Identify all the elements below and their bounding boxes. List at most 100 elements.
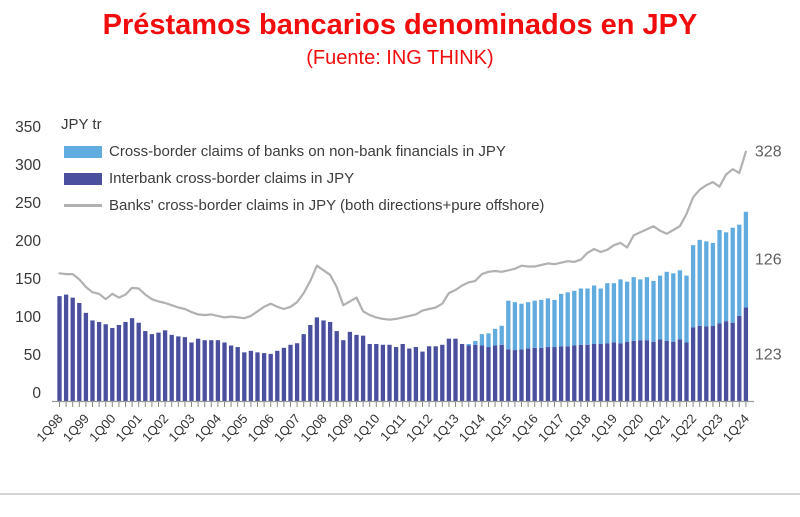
- bar-segment-interbank: [499, 344, 504, 401]
- bar-segment-nonbank: [677, 270, 683, 340]
- bar-segment-interbank: [664, 340, 669, 401]
- x-tick-label: 1Q03: [165, 411, 197, 445]
- bar-segment-interbank: [294, 343, 300, 401]
- bar-segment-nonbank: [651, 280, 656, 342]
- bar-segment-interbank: [512, 350, 518, 401]
- bar-segment-nonbank: [479, 334, 485, 346]
- bar-segment-nonbank: [644, 277, 650, 341]
- bar-segment-interbank: [215, 340, 221, 401]
- bar-segment-interbank: [374, 344, 379, 401]
- bar-segment-interbank: [545, 347, 551, 401]
- bar-segment-interbank: [110, 328, 115, 401]
- x-tick-label: 1Q08: [297, 411, 329, 445]
- bar-segment-interbank: [268, 353, 273, 401]
- x-tick-label: 1Q10: [350, 411, 382, 445]
- bar-segment-interbank: [605, 343, 610, 401]
- bar-segment-interbank: [334, 331, 339, 401]
- bar-segment-interbank: [638, 340, 643, 401]
- bar-segment-interbank: [525, 348, 531, 401]
- bar-segment-interbank: [407, 348, 412, 401]
- bar-segment-interbank: [83, 312, 89, 401]
- bar-segment-nonbank: [519, 303, 524, 350]
- bar-segment-interbank: [539, 347, 544, 401]
- bar-segment-nonbank: [743, 211, 749, 308]
- bar-segment-nonbank: [499, 325, 504, 345]
- bar-segment-nonbank: [565, 292, 570, 347]
- bar-segment-interbank: [57, 296, 62, 401]
- bar-segment-nonbank: [657, 275, 663, 340]
- bar-segment-nonbank: [730, 227, 735, 323]
- bar-segment-interbank: [70, 297, 75, 401]
- bar-segment-interbank: [723, 321, 729, 401]
- chart-canvas: 0501001502002503003501Q981Q991Q001Q011Q0…: [15, 119, 782, 445]
- bar-segment-interbank: [129, 318, 135, 401]
- bar-segment-interbank: [651, 341, 656, 401]
- bar-segment-interbank: [380, 344, 386, 401]
- bar-segment-interbank: [697, 325, 702, 401]
- bar-segment-interbank: [631, 340, 636, 401]
- x-tick-label: 1Q21: [640, 411, 672, 445]
- x-tick-label: 1Q99: [60, 411, 92, 445]
- x-tick-label: 1Q07: [271, 411, 303, 445]
- bar-segment-nonbank: [684, 275, 689, 343]
- bar-segment-interbank: [387, 344, 392, 401]
- x-tick-label: 1Q18: [561, 411, 593, 445]
- bar-segment-interbank: [321, 320, 326, 401]
- bar-segment-nonbank: [710, 242, 716, 326]
- x-tick-label: 1Q09: [324, 411, 356, 445]
- bar-segment-interbank: [644, 340, 650, 401]
- bar-segment-nonbank: [585, 288, 590, 345]
- bar-segment-nonbank: [737, 224, 742, 316]
- bar-segment-nonbank: [690, 245, 696, 328]
- bar-segment-nonbank: [717, 230, 722, 324]
- bar-segment-interbank: [598, 344, 603, 401]
- bar-segment-interbank: [578, 344, 584, 401]
- bar-segment-interbank: [162, 330, 168, 401]
- x-tick-label: 1Q14: [456, 411, 488, 445]
- bar-segment-interbank: [506, 349, 511, 401]
- x-tick-label: 1Q06: [244, 411, 276, 445]
- bar-segment-interbank: [176, 336, 181, 401]
- legend-item-total-line: Banks' cross-border claims in JPY (both …: [64, 196, 544, 215]
- x-tick-label: 1Q98: [33, 411, 65, 445]
- bar-segment-interbank: [611, 342, 617, 401]
- legend-label-interbank: Interbank cross-border claims in JPY: [109, 170, 355, 187]
- bar-segment-interbank: [63, 294, 69, 401]
- bar-segment-interbank: [209, 340, 214, 401]
- bar-segment-interbank: [585, 344, 590, 401]
- bar-segment-interbank: [558, 346, 564, 401]
- bar-segment-interbank: [255, 352, 260, 401]
- bar-segment-interbank: [446, 338, 452, 401]
- bar-segment-interbank: [288, 344, 293, 401]
- end-value-label: 328: [755, 144, 782, 161]
- x-tick-label: 1Q22: [667, 411, 699, 445]
- bar-segment-interbank: [202, 340, 207, 401]
- bar-segment-interbank: [426, 346, 432, 401]
- bar-segment-nonbank: [723, 232, 729, 322]
- bar-segment-interbank: [327, 321, 333, 401]
- end-value-label: 123: [755, 346, 782, 363]
- x-tick-label: 1Q11: [377, 411, 409, 444]
- bar-segment-nonbank: [578, 288, 584, 345]
- legend-swatch-nonbank: [64, 145, 102, 158]
- bar-segment-interbank: [182, 337, 188, 401]
- bar-segment-interbank: [228, 345, 234, 401]
- bar-segment-interbank: [413, 347, 419, 401]
- bar-segment-interbank: [743, 307, 749, 401]
- bar-segment-nonbank: [611, 283, 617, 343]
- total-claims-line: [58, 150, 748, 321]
- bar-segment-interbank: [314, 317, 320, 401]
- bar-segment-interbank: [453, 338, 458, 401]
- end-value-label: 126: [755, 252, 782, 269]
- bar-segment-nonbank: [552, 299, 557, 348]
- x-tick-label: 1Q20: [614, 411, 646, 445]
- bar-segment-interbank: [341, 340, 346, 401]
- y-tick-label: 50: [24, 347, 42, 364]
- bar-segment-interbank: [189, 342, 194, 401]
- bar-segment-interbank: [360, 335, 366, 401]
- bar-segment-interbank: [737, 315, 742, 401]
- x-tick-label: 1Q12: [403, 411, 435, 445]
- bar-segment-interbank: [156, 332, 161, 401]
- bar-segment-interbank: [123, 321, 128, 401]
- bar-segment-interbank: [624, 341, 630, 401]
